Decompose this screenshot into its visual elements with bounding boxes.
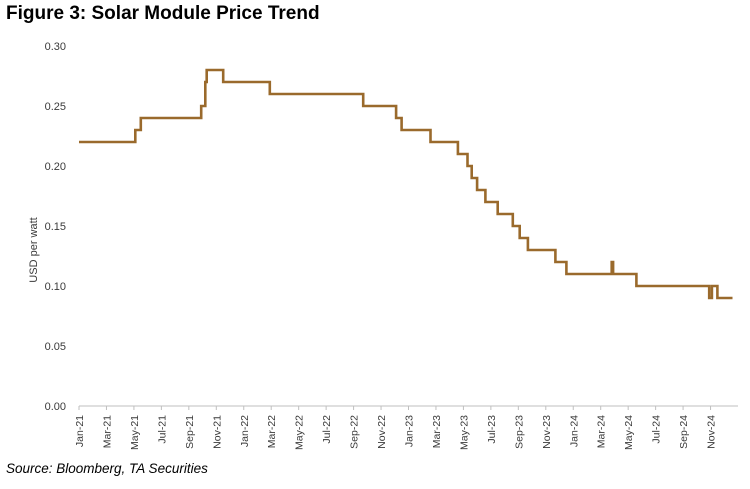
y-tick-label: 0.25 xyxy=(45,101,66,113)
y-tick-label: 0.30 xyxy=(45,41,66,53)
x-tick-label: Jan-22 xyxy=(239,415,251,447)
price-series-line xyxy=(79,68,733,300)
y-tick-label: 0.10 xyxy=(45,281,66,293)
x-tick-label: Nov-21 xyxy=(211,415,223,449)
x-tick-label: Mar-21 xyxy=(101,415,113,448)
x-tick-label: Jan-21 xyxy=(74,415,86,447)
y-tick-label: 0.20 xyxy=(45,161,66,173)
x-tick-label: Jul-22 xyxy=(321,415,333,444)
x-tick-label: Jan-23 xyxy=(404,415,416,447)
x-tick-label: Mar-23 xyxy=(431,415,443,448)
y-axis: 0.00 0.05 0.10 0.15 0.20 0.25 0.30 xyxy=(45,41,66,413)
x-tick-label: May-21 xyxy=(129,415,141,450)
x-axis: Jan-21 Mar-21 May-21 Jul-21 Sep-21 Nov-21 Jan-… xyxy=(74,406,718,450)
y-tick-label: 0.05 xyxy=(45,341,66,353)
x-tick-label: Mar-22 xyxy=(266,415,278,448)
x-tick-label: Nov-23 xyxy=(541,415,553,449)
chart-title: Figure 3: Solar Module Price Trend xyxy=(6,3,320,24)
x-tick-label: Nov-22 xyxy=(376,415,388,449)
y-tick-label: 0.00 xyxy=(45,401,66,413)
series-group xyxy=(79,68,733,300)
y-tick-label: 0.15 xyxy=(45,221,66,233)
x-tick-label: Jul-23 xyxy=(486,415,498,444)
x-tick-label: Jul-24 xyxy=(651,415,663,444)
x-tick-label: Nov-24 xyxy=(706,415,718,449)
x-tick-label: Sep-22 xyxy=(349,415,361,449)
x-tick-label: May-22 xyxy=(294,415,306,450)
x-tick-label: Sep-24 xyxy=(678,415,690,449)
x-tick-label: Sep-21 xyxy=(184,415,196,449)
x-tick-label: Sep-23 xyxy=(513,415,525,449)
y-axis-label: USD per watt xyxy=(28,217,40,282)
x-tick-label: Mar-24 xyxy=(596,415,608,448)
x-tick-label: May-24 xyxy=(623,415,635,450)
source-note: Source: Bloomberg, TA Securities xyxy=(6,461,208,476)
x-tick-label: May-23 xyxy=(458,415,470,450)
x-tick-label: Jul-21 xyxy=(156,415,168,444)
x-tick-label: Jan-24 xyxy=(568,415,580,447)
